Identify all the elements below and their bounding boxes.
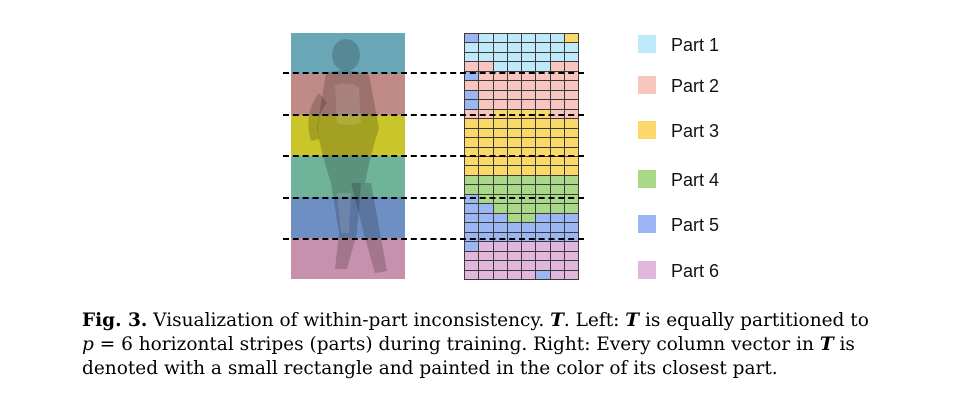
caption-text-5: is — [833, 334, 855, 355]
partition-line-1 — [283, 72, 584, 74]
stripe-part-3 — [291, 115, 405, 156]
partition-line-5 — [283, 238, 584, 240]
grid-cell — [535, 269, 551, 280]
grid-cell — [549, 269, 565, 280]
caption-text-3: is equally partitioned to — [639, 310, 869, 331]
legend-item-part-1: Part 1 — [638, 34, 778, 56]
grid-cell — [521, 269, 537, 280]
caption-symbol-p: p — [82, 334, 94, 355]
legend-label-part-4: Part 4 — [671, 170, 720, 190]
legend-item-part-2: Part 2 — [638, 75, 778, 97]
grid-cell — [464, 269, 480, 280]
grid-cell — [478, 269, 494, 280]
legend-item-part-4: Part 4 — [638, 169, 778, 191]
caption-text-1: Visualization of within-part inconsisten… — [147, 310, 551, 331]
caption-line-3: denoted with a small rectangle and paint… — [82, 357, 932, 381]
caption-line-2: p = 6 horizontal stripes (parts) during … — [82, 333, 932, 357]
legend: Part 1 Part 2 Part 3 Part 4 Part 5 Part … — [638, 28, 778, 288]
grid-cell — [563, 269, 579, 280]
legend-label-part-5: Part 5 — [671, 215, 720, 235]
partition-line-2 — [283, 114, 584, 116]
caption-text-6: denoted with a small rectangle and paint… — [82, 358, 778, 379]
stripe-part-2 — [291, 74, 405, 115]
caption-text-2: . Left: — [563, 310, 626, 331]
grid-cell — [492, 269, 508, 280]
caption-symbol-t: T — [625, 310, 640, 331]
legend-label-part-2: Part 2 — [671, 76, 720, 96]
caption-symbol-t: T — [550, 310, 564, 331]
legend-swatch-part-2 — [638, 76, 656, 94]
caption-text-4: = 6 horizontal stripes (parts) during tr… — [93, 334, 820, 355]
caption-symbol-t: T — [819, 334, 834, 355]
figure-caption: Fig. 3. Visualization of within-part inc… — [82, 309, 932, 381]
legend-item-part-3: Part 3 — [638, 120, 778, 142]
stripe-part-4 — [291, 156, 405, 197]
legend-swatch-part-3 — [638, 121, 656, 139]
stripe-part-1 — [291, 33, 405, 74]
legend-swatch-part-6 — [638, 261, 656, 279]
legend-item-part-6: Part 6 — [638, 260, 778, 282]
stripe-part-5 — [291, 197, 405, 238]
legend-swatch-part-5 — [638, 215, 656, 233]
legend-swatch-part-4 — [638, 170, 656, 188]
legend-label-part-1: Part 1 — [671, 35, 720, 55]
partitioned-person-image — [291, 33, 405, 279]
figure: Part 1 Part 2 Part 3 Part 4 Part 5 Part … — [283, 28, 778, 288]
legend-label-part-3: Part 3 — [671, 121, 720, 141]
partition-line-3 — [283, 155, 584, 157]
grid-cell — [506, 269, 522, 280]
caption-line-1: Fig. 3. Visualization of within-part inc… — [82, 309, 932, 333]
legend-item-part-5: Part 5 — [638, 214, 778, 236]
partition-line-4 — [283, 197, 584, 199]
column-vector-grid — [464, 33, 579, 280]
legend-label-part-6: Part 6 — [671, 261, 720, 281]
caption-label: Fig. 3. — [82, 310, 148, 331]
legend-swatch-part-1 — [638, 35, 656, 53]
stripe-part-6 — [291, 238, 405, 279]
